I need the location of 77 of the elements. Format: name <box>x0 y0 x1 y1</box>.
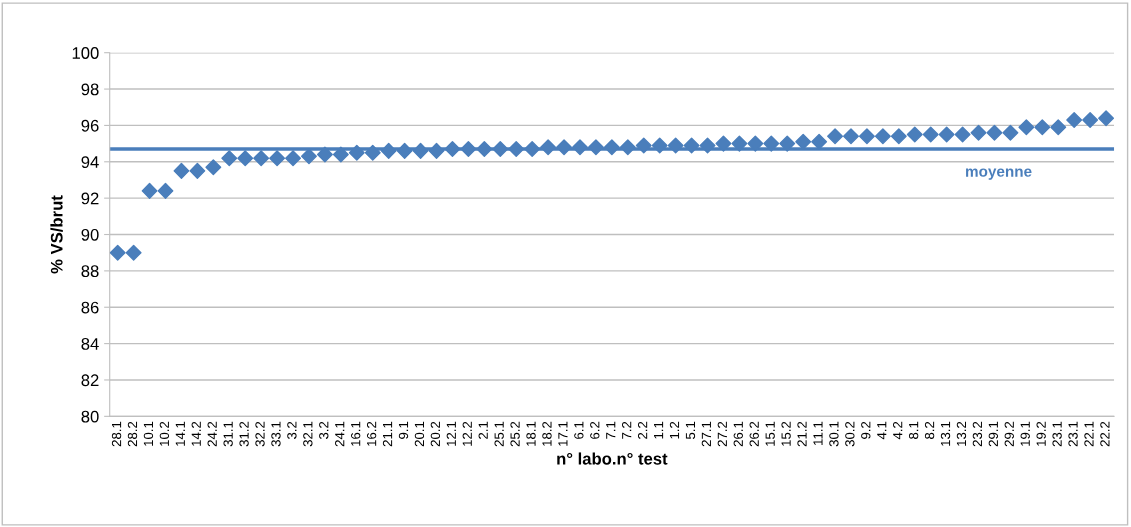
y-tick-label: 86 <box>81 301 99 314</box>
x-tick-label: 12.1 <box>446 421 456 446</box>
y-axis-title: % VS/brut <box>50 195 63 274</box>
x-tick-label: 10.2 <box>159 421 170 446</box>
y-tick-label: 92 <box>81 192 99 205</box>
x-tick-label: 1.2 <box>669 421 680 439</box>
x-tick-label: 14.1 <box>175 421 185 446</box>
x-tick-label: 7.1 <box>606 421 616 439</box>
y-tick-label: 90 <box>81 228 99 241</box>
x-tick-label: 16.1 <box>351 421 361 446</box>
x-tick-label: 22.1 <box>1084 421 1094 447</box>
y-tick-label: 84 <box>81 338 99 350</box>
x-tick-label: 30.1 <box>829 421 839 447</box>
x-tick-label: 12.2 <box>462 421 472 446</box>
x-tick-label: 6.2 <box>590 421 600 439</box>
x-tick-label: 26.2 <box>749 421 759 447</box>
x-tick-label: 31.1 <box>223 421 233 447</box>
x-tick-label: 31.2 <box>239 421 249 447</box>
x-tick-label: 23.2 <box>972 421 983 447</box>
x-tick-label: 26.1 <box>733 421 743 447</box>
x-tick-label: 9.1 <box>398 421 409 439</box>
y-tick-label: 100 <box>72 47 99 59</box>
x-tick-label: 7.2 <box>622 421 632 439</box>
x-tick-label: 11.1 <box>813 421 823 445</box>
x-tick-label: 29.1 <box>988 421 999 447</box>
x-tick-label: 21.1 <box>382 421 393 447</box>
y-tick-label: 82 <box>81 374 99 387</box>
x-tick-label: 23.1 <box>1052 421 1062 447</box>
x-tick-label: 22.2 <box>1100 421 1110 447</box>
x-tick-label: 13.2 <box>956 421 967 446</box>
x-tick-label: 2.1 <box>478 421 488 439</box>
x-tick-label: 30.2 <box>845 421 855 447</box>
x-tick-label: 8.1 <box>908 421 919 439</box>
x-tick-label: 2.2 <box>637 421 648 439</box>
x-tick-label: 27.1 <box>701 421 711 447</box>
x-axis-title: n° labo.n° test <box>557 452 668 465</box>
x-tick-label: 9.2 <box>861 421 871 439</box>
ref-line-label: moyenne <box>966 168 1032 180</box>
x-tick-label: 19.1 <box>1020 421 1030 446</box>
x-tick-label: 20.2 <box>430 421 441 447</box>
x-tick-label: 6.1 <box>574 421 584 439</box>
x-tick-label: 21.2 <box>797 421 807 447</box>
x-tick-label: 20.1 <box>414 421 425 447</box>
x-tick-label: 3.2 <box>287 421 297 440</box>
x-tick-label: 28.1 <box>111 421 122 447</box>
x-tick-label: 33.1 <box>271 421 281 447</box>
y-tick-label: 88 <box>81 265 99 278</box>
x-tick-label: 32.2 <box>255 421 265 447</box>
x-tick-label: 23.1 <box>1068 421 1078 447</box>
x-tick-label: 18.2 <box>542 421 552 446</box>
x-tick-label: 27.2 <box>717 421 727 447</box>
y-tick-label: 94 <box>81 156 99 168</box>
x-tick-label: 19.2 <box>1036 421 1046 446</box>
x-tick-label: 5.1 <box>685 421 696 439</box>
x-tick-label: 15.1 <box>765 421 775 446</box>
x-tick-label: 1.1 <box>654 421 664 439</box>
x-tick-label: 24.2 <box>207 421 217 447</box>
x-tick-label: 8.2 <box>924 421 935 439</box>
x-tick-label: 15.2 <box>781 421 791 446</box>
x-tick-label: 10.1 <box>143 421 154 446</box>
x-tick-label: 14.2 <box>191 421 201 446</box>
x-tick-label: 3.2 <box>319 421 329 440</box>
x-tick-label: 25.2 <box>510 421 520 447</box>
y-tick-label: 98 <box>81 83 99 96</box>
x-tick-label: 16.2 <box>366 421 377 446</box>
x-tick-label: 25.1 <box>494 421 504 447</box>
x-tick-label: 18.1 <box>526 421 536 446</box>
x-tick-label: 29.2 <box>1004 421 1014 447</box>
y-tick-label: 96 <box>81 119 99 132</box>
x-tick-label: 4.1 <box>877 421 887 440</box>
x-tick-label: 24.1 <box>335 421 345 447</box>
y-tick-label: 80 <box>81 410 99 423</box>
x-tick-label: 13.1 <box>940 421 951 446</box>
x-tick-label: 4.2 <box>893 421 903 440</box>
x-tick-label: 32.1 <box>303 421 313 447</box>
x-tick-label: 17.1 <box>558 421 568 446</box>
x-tick-label: 28.2 <box>127 421 138 447</box>
